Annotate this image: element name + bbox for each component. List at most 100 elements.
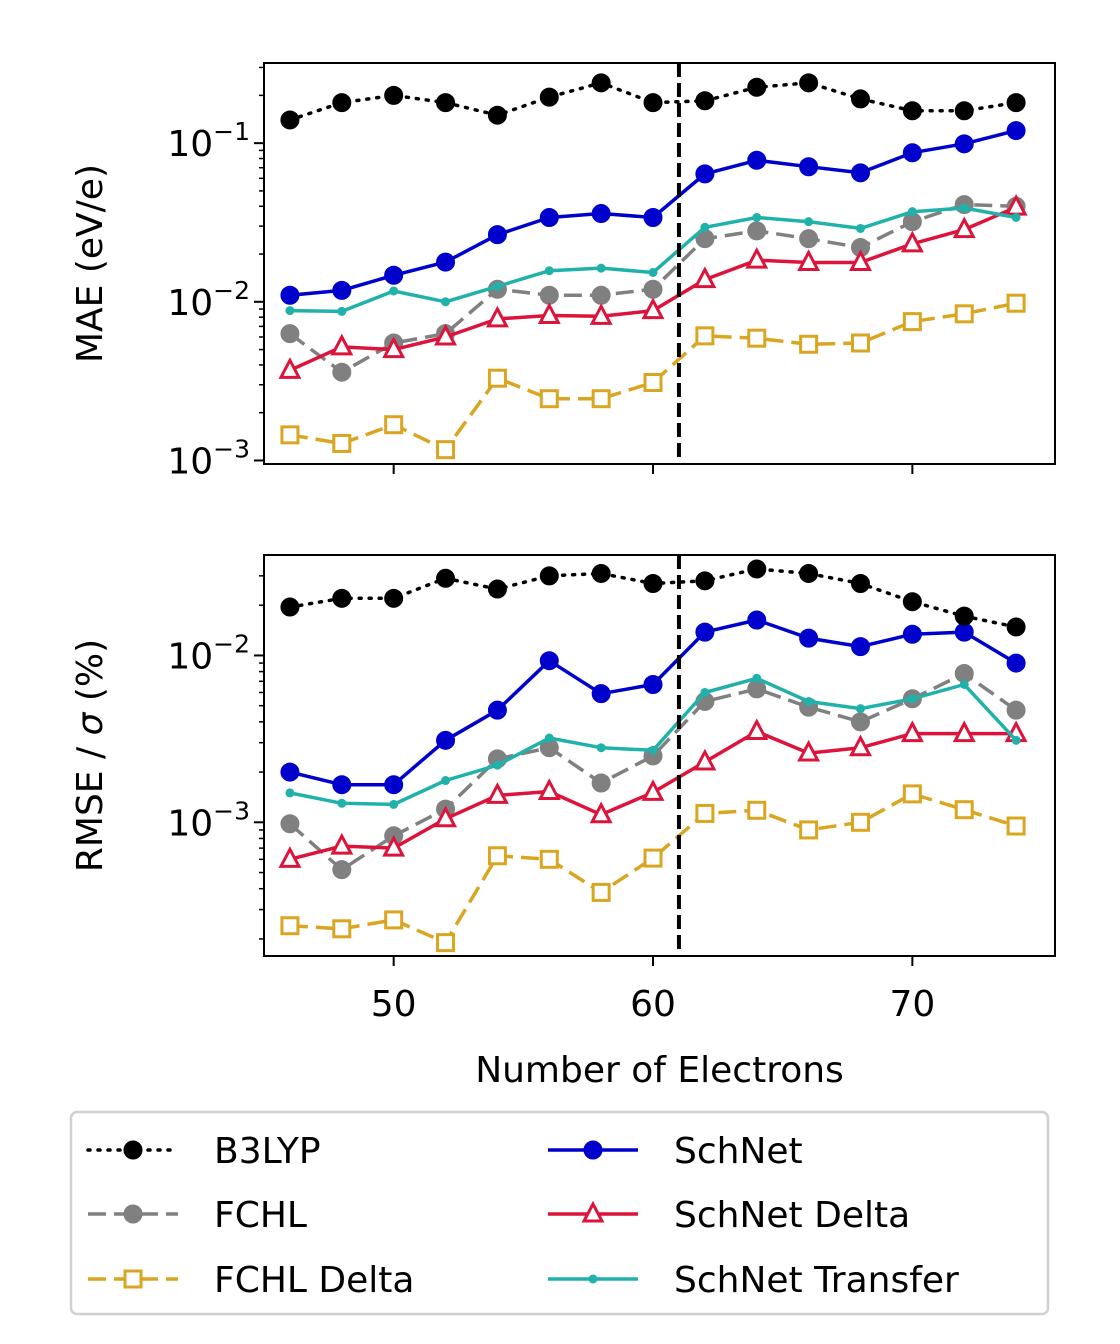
panel-2-series-fchl-line xyxy=(288,671,1018,872)
legend-item-b3lyp-label: B3LYP xyxy=(214,1131,321,1172)
panel-2-series-fchl-point xyxy=(591,773,611,793)
panel-1-series-schnet-transfer-point xyxy=(544,266,554,276)
panel-2-series-fchl-delta-point xyxy=(487,846,507,866)
panel-1-series-schnet-point xyxy=(799,157,819,177)
panel-1-series-schnet-transfer-point xyxy=(492,281,502,291)
panel-2-series-schnet-transfer-point xyxy=(752,673,762,683)
panel-2-series-fchl-delta-point xyxy=(954,800,974,820)
panel-1-series-fchl-point xyxy=(539,285,559,305)
panel-1-series-group xyxy=(278,73,1028,460)
panel-2-series-b3lyp-point xyxy=(280,597,300,617)
panel-2-series-b3lyp-point xyxy=(332,588,352,608)
panel-1-series-schnet-transfer-point xyxy=(285,306,295,316)
panel-2-series-b3lyp-point xyxy=(747,559,767,579)
panel-1-y-tick-label: 10−1 xyxy=(167,117,250,165)
panel-1-series-fchl-delta-point xyxy=(850,333,870,353)
legend-item-schnet-transfer: SchNet Transfer xyxy=(548,1260,959,1301)
panel-2-series-schnet-transfer-point xyxy=(1011,735,1021,745)
panel-1-series-schnet-delta-point xyxy=(434,323,458,346)
panel-2-series-fchl-delta-point xyxy=(436,933,456,953)
panel-2-series-schnet-delta-point xyxy=(434,805,458,828)
legend-item-schnet-delta-marker xyxy=(581,1200,605,1223)
panel-1-series-schnet-delta-point xyxy=(849,249,872,271)
panel-2-series-schnet-transfer-point xyxy=(907,694,917,704)
panel-2-series-fchl-delta-point xyxy=(850,812,870,832)
panel-2-series-schnet-delta-point xyxy=(693,748,717,771)
panel-1-series-schnet-delta-point xyxy=(330,333,354,356)
panel-1-series-schnet-point xyxy=(902,143,922,163)
panel-1-series-schnet-transfer-point xyxy=(752,212,762,222)
panel-1-series-schnet-transfer-point xyxy=(804,217,814,227)
panel-2-series-schnet-transfer-point xyxy=(285,788,295,798)
panel-2-series-fchl-delta-point xyxy=(799,820,819,840)
panel-1-series-fchl-point xyxy=(799,229,819,249)
panel-1-series-b3lyp-point xyxy=(747,77,767,97)
panel-1-series-schnet-point xyxy=(280,285,300,305)
panel-1-series-fchl-delta-point xyxy=(487,368,507,388)
panel-1-series-schnet-transfer-point xyxy=(959,203,969,213)
panel-2-series-b3lyp-point xyxy=(384,588,404,608)
panel-2-series-schnet-transfer-point xyxy=(855,704,865,714)
panel-2-series-fchl-point xyxy=(1006,700,1026,720)
panel-2-series-schnet-delta-point xyxy=(849,734,872,757)
panel-1-series-schnet-point xyxy=(850,163,870,183)
legend-item-fchl-marker xyxy=(123,1204,143,1224)
legend-item-schnet-label: SchNet xyxy=(674,1131,803,1172)
panel-1-series-schnet-delta-point xyxy=(693,266,717,289)
panel-1-series-b3lyp-point xyxy=(1006,93,1026,113)
panel-1-series-fchl-point xyxy=(280,324,300,344)
panel-2-series-b3lyp-point xyxy=(850,573,870,593)
panel-1-series-schnet-transfer-point xyxy=(337,306,347,316)
panel-1-series-b3lyp-point xyxy=(436,93,456,113)
panel-2-series-schnet-delta-point xyxy=(382,834,406,857)
panel-1-series-b3lyp-point xyxy=(902,101,922,121)
panel-2: 10−3 10−2 50 60 70 Number of Electrons RMSE / … xyxy=(70,554,1056,1091)
panel-1-series-schnet-point xyxy=(747,150,767,170)
panel-2-series-b3lyp-point xyxy=(436,568,456,588)
panel-2-series-schnet-transfer-point xyxy=(648,745,658,755)
panel-1-series-schnet-delta-point xyxy=(797,249,821,271)
legend-item-schnet-transfer-label: SchNet Transfer xyxy=(674,1260,959,1301)
panel-1-series-b3lyp-point xyxy=(487,105,507,125)
panel-2-series-fchl-point xyxy=(954,663,974,683)
panel-2-series-schnet-point xyxy=(643,674,663,694)
panel-2-series-schnet-transfer-point xyxy=(441,776,451,786)
panel-1-series-schnet-point xyxy=(384,265,404,285)
panel-1-series-schnet-point xyxy=(487,225,507,245)
legend-item-schnet-delta: SchNet Delta xyxy=(548,1195,910,1236)
panel-1-series-b3lyp-point xyxy=(591,73,611,93)
legend-item-fchl-delta-label: FCHL Delta xyxy=(214,1260,414,1301)
panel-2-series-fchl-delta-point xyxy=(539,849,559,869)
panel-2-series-fchl-point xyxy=(332,860,352,880)
panel-1-y-tick-label: 10−3 xyxy=(167,434,250,482)
panel-1-series-schnet-delta-point xyxy=(537,302,561,324)
panel-1-series-schnet-transfer-point xyxy=(907,207,917,217)
panel-2-series-schnet-point xyxy=(850,637,870,657)
panel-2-series-group xyxy=(278,559,1028,953)
panel-1-y-tick-label: 10−2 xyxy=(167,276,250,324)
panel-1-series-fchl-delta-point xyxy=(954,304,974,324)
panel-2-series-b3lyp-point xyxy=(487,579,507,599)
panel-2-series-schnet-delta-point xyxy=(900,720,924,743)
panel-2-x-tick-label: 60 xyxy=(630,984,676,1025)
panel-2-series-schnet-point xyxy=(695,622,715,642)
panel-2-series-b3lyp-point xyxy=(902,592,922,612)
panel-2-series-b3lyp-point xyxy=(799,563,819,583)
panel-2-series-schnet-transfer-point xyxy=(700,687,710,697)
panel-1-series-fchl-delta-point xyxy=(332,433,352,453)
panel-1-series-schnet-delta-point xyxy=(278,357,302,379)
legend-item-schnet: SchNet xyxy=(548,1131,803,1172)
panel-1-series-fchl-delta-point xyxy=(384,415,404,435)
panel-2-y-tick-label: 10−3 xyxy=(167,796,250,844)
panel-1-series-b3lyp-point xyxy=(954,101,974,121)
panel-1-series-b3lyp-point xyxy=(695,91,715,111)
panel-2-series-schnet-point xyxy=(332,775,352,795)
panel-1-series-schnet-delta-point xyxy=(589,303,613,325)
panel-1-series-b3lyp-point xyxy=(384,85,404,105)
panel-2-x-axis-label: Number of Electrons xyxy=(475,1050,844,1091)
panel-2-series-schnet-transfer-point xyxy=(804,696,814,706)
panel-2-series-fchl-delta-point xyxy=(332,919,352,939)
panel-2-series-fchl-point xyxy=(280,814,300,834)
panel-2-series-fchl-delta-point xyxy=(384,910,404,930)
panel-1-series-fchl-point xyxy=(591,285,611,305)
